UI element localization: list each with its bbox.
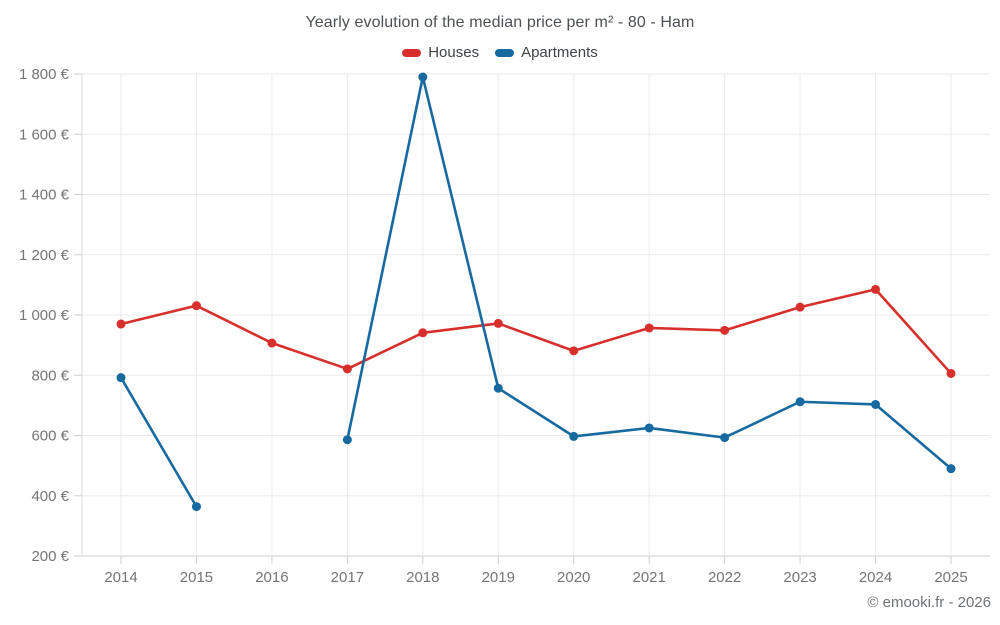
- x-axis-label: 2025: [934, 569, 967, 586]
- x-axis-label: 2014: [104, 569, 137, 586]
- x-axis-label: 2023: [783, 569, 816, 586]
- y-axis-label: 200 €: [31, 548, 69, 565]
- x-axis-label: 2018: [406, 569, 439, 586]
- legend-swatch-icon: [495, 48, 515, 57]
- point-houses-2017[interactable]: [342, 364, 352, 374]
- y-axis-label: 1 600 €: [19, 126, 70, 143]
- y-axis-label: 400 €: [31, 488, 69, 505]
- x-axis-label: 2024: [859, 569, 892, 586]
- series-apartments-line: [119, 376, 198, 508]
- series-houses-line: [119, 288, 953, 375]
- gridlines: [81, 73, 990, 557]
- point-houses-2018[interactable]: [418, 328, 428, 338]
- series-houses: [116, 284, 956, 378]
- x-axis-label: 2020: [557, 569, 590, 586]
- y-axis-labels: 200 € 400 € 600 € 800 € 1 000 € 1 200 € 1 400 …: [19, 66, 70, 565]
- point-apartments-2022[interactable]: [720, 433, 730, 443]
- point-apartments-2015[interactable]: [191, 502, 201, 512]
- point-apartments-2019[interactable]: [493, 383, 503, 393]
- point-houses-2023[interactable]: [795, 302, 805, 312]
- x-axis-label: 2021: [632, 569, 665, 586]
- x-axis-label: 2016: [255, 569, 288, 586]
- y-axis-label: 1 800 €: [19, 66, 70, 83]
- x-axis-label: 2017: [331, 569, 364, 586]
- point-apartments-2014[interactable]: [116, 373, 126, 383]
- x-axis-labels: 2014 2015 2016 2017 2018 2019 2020 2021 2022 2023…: [104, 569, 967, 586]
- point-apartments-2023[interactable]: [795, 397, 805, 407]
- point-houses-2016[interactable]: [267, 338, 277, 348]
- point-houses-2024[interactable]: [871, 284, 881, 294]
- y-axis-label: 800 €: [31, 367, 69, 384]
- point-houses-2022[interactable]: [720, 325, 730, 335]
- legend-label: Apartments: [521, 44, 598, 61]
- legend-item-houses[interactable]: Houses: [402, 44, 479, 61]
- chart-title: Yearly evolution of the median price per…: [305, 14, 695, 31]
- chart-legend: Houses Apartments: [0, 44, 1000, 61]
- legend-swatch-icon: [402, 48, 422, 57]
- x-axis-label: 2019: [482, 569, 515, 586]
- point-apartments-2018[interactable]: [418, 72, 428, 82]
- axis-ticks: [74, 73, 952, 564]
- x-axis-label: 2022: [708, 569, 741, 586]
- point-houses-2015[interactable]: [191, 301, 201, 311]
- point-houses-2025[interactable]: [946, 368, 956, 378]
- series-apartments: [116, 72, 956, 512]
- y-axis-label: 1 400 €: [19, 187, 70, 204]
- copyright-credit: © emooki.fr - 2026: [867, 594, 991, 611]
- y-axis-label: 1 200 €: [19, 247, 70, 264]
- point-houses-2020[interactable]: [569, 346, 579, 356]
- point-apartments-2021[interactable]: [644, 423, 654, 433]
- point-apartments-2025[interactable]: [946, 464, 956, 474]
- point-houses-2021[interactable]: [644, 323, 654, 333]
- point-houses-2014[interactable]: [116, 319, 126, 329]
- legend-label: Houses: [428, 44, 480, 61]
- point-houses-2019[interactable]: [493, 318, 503, 328]
- point-apartments-2017[interactable]: [342, 435, 352, 445]
- point-apartments-2020[interactable]: [569, 431, 579, 441]
- point-apartments-2024[interactable]: [871, 399, 881, 409]
- y-axis-label: 1 000 €: [19, 307, 70, 324]
- y-axis-label: 600 €: [31, 428, 69, 445]
- legend-item-apartments[interactable]: Apartments: [495, 44, 598, 61]
- x-axis-label: 2015: [180, 569, 213, 586]
